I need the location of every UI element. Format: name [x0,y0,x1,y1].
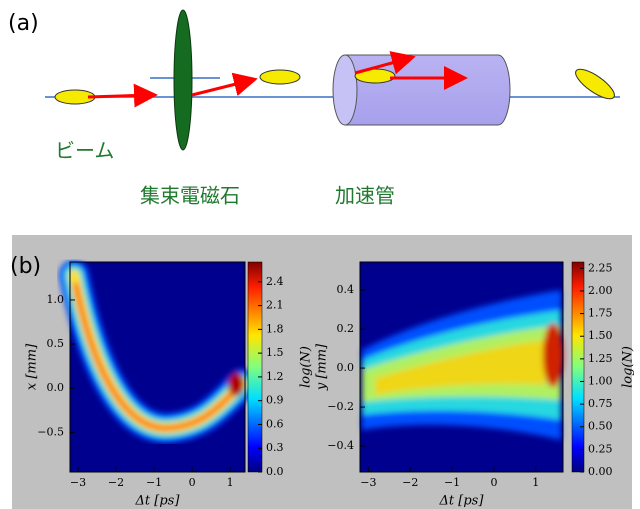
colorbar-tick-label: 1.25 [588,352,613,365]
colorbar-tick-label: 0.6 [266,417,284,430]
colorbar-tick-label: 1.8 [266,322,284,335]
x-tick-label: −2 [108,476,124,489]
y-tick-label: 0.4 [337,283,355,296]
beam-label: ビーム [55,139,114,163]
accelerator-tube [345,55,510,125]
colorbar-tick-label: 0.50 [588,420,613,433]
colorbar-tick-label: 1.2 [266,370,284,383]
x-tick-label: −2 [402,476,418,489]
colorbar-tick-label: 1.50 [588,329,613,342]
colorbar-tick-label: 2.1 [266,299,284,312]
y-tick-label: −0.4 [327,439,354,452]
colorbar-tick-label: 2.4 [266,275,284,288]
density-left [70,262,245,472]
x-tick-label: 1 [532,476,539,489]
colorbar-tick-label: 0.9 [266,394,284,407]
colorbar-tick-label: 0.3 [266,441,284,454]
colorbar-tick-label: 0.25 [588,442,613,455]
y-tick-label: 0.5 [47,337,65,350]
x-tick-label: −1 [444,476,460,489]
lens-label: 集束電磁石 [140,184,240,208]
panel-label: (b) [10,254,41,279]
density-right [360,262,563,472]
colorbar-label: log(N) [299,346,314,388]
y-tick-label: −0.5 [37,425,64,438]
x-tick-label: −1 [146,476,162,489]
y-axis-label: y [mm] [315,343,330,391]
colorbar-tick-label: 0.0 [266,465,284,478]
y-tick-label: 1.0 [47,293,65,306]
arrow [88,95,152,97]
colorbar-tick-label: 1.00 [588,374,613,387]
colorbar-label: log(N) [621,346,636,388]
figure: (a) ビーム 集束電磁石 加速管 (b) [0,0,640,509]
y-tick-label: 0.2 [337,322,355,335]
x-tick-label: 1 [227,476,234,489]
tube-label: 加速管 [335,184,395,208]
colorbar-tick-label: 2.00 [588,284,613,297]
y-tick-label: 0.0 [47,381,65,394]
y-tick-label: 0.0 [337,361,355,374]
x-axis-label: Δt [ps] [135,494,181,509]
y-tick-label: −0.2 [327,400,354,413]
colorbar-tick-label: 0.75 [588,397,613,410]
y-axis-label: x [mm] [25,343,40,390]
colorbar-tick-label: 1.5 [266,346,284,359]
x-tick-label: 0 [490,476,497,489]
bunch [260,70,300,84]
x-tick-label: −3 [70,476,86,489]
x-axis-label: Δt [ps] [439,494,485,509]
x-tick-label: 0 [189,476,196,489]
colorbar-tick-label: 1.75 [588,307,613,320]
colorbar-tick-label: 2.25 [588,261,613,274]
tube-end [333,55,357,125]
lens [174,10,192,150]
x-tick-label: −3 [360,476,376,489]
panel-label: (a) [8,11,39,36]
colorbar-tick-label: 0.00 [588,465,613,478]
